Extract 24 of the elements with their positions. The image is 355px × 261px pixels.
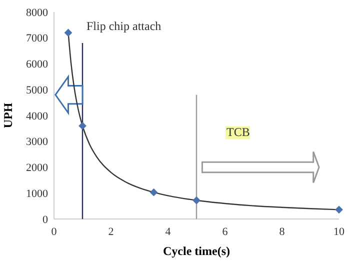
point	[192, 196, 200, 204]
y-tick-label: 8000	[26, 6, 48, 19]
y-tick-label: 0	[42, 214, 48, 226]
x-tick-label: 10	[334, 226, 345, 238]
y-tick-label: 6000	[26, 58, 48, 71]
x-tick-label: 6	[222, 226, 228, 238]
x-axis-title: Cycle time(s)	[163, 244, 230, 258]
y-axis-title: UPH	[1, 102, 15, 128]
y-tick-label: 5000	[26, 84, 48, 96]
x-tick-label: 2	[108, 226, 114, 238]
x-tick-label: 8	[279, 226, 286, 238]
y-tick-label: 3000	[26, 136, 48, 148]
x-tick-label: 0	[51, 226, 58, 238]
ref-line-label: TCB	[226, 125, 250, 140]
y-tick-label: 1000	[26, 188, 48, 200]
ref-line-label: Flip chip attach	[86, 19, 162, 33]
point	[64, 28, 72, 37]
y-tick-label: 4000	[26, 110, 48, 122]
y-tick-label: 2000	[26, 162, 48, 174]
point	[78, 122, 86, 130]
y-tick-label: 7000	[26, 32, 48, 45]
point	[150, 188, 158, 196]
point	[335, 206, 343, 214]
x-tick-label: 4	[165, 226, 172, 238]
